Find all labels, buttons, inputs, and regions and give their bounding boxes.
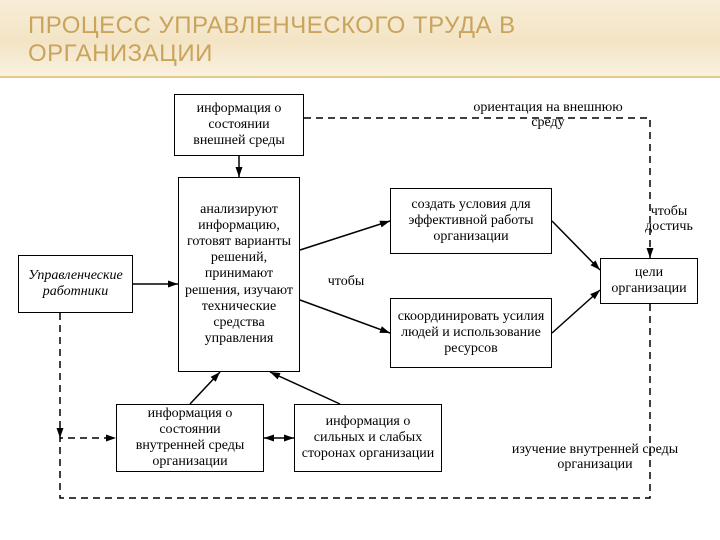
node-ext_info: информация о состоянии внешней среды	[174, 94, 304, 156]
node-swot: информация о сильных и слабых сторонах о…	[294, 404, 442, 472]
label-study: изучение внутренней среды организации	[500, 442, 690, 473]
slide-title-band: ПРОЦЕСС УПРАВЛЕНЧЕСКОГО ТРУДА В ОРГАНИЗА…	[0, 0, 720, 78]
node-cond: создать условия для эффективной работы о…	[390, 188, 552, 254]
label-chtoby2: чтобы достичь	[634, 204, 704, 235]
label-orient: ориентация на внешнюю среду	[468, 100, 628, 131]
slide-title: ПРОЦЕСС УПРАВЛЕНЧЕСКОГО ТРУДА В ОРГАНИЗА…	[28, 12, 692, 68]
node-int_info: информация о состоянии внутренней среды …	[116, 404, 264, 472]
node-coord: скоординировать усилия людей и использов…	[390, 298, 552, 368]
node-workers: Управленческие работники	[18, 255, 133, 313]
label-chtoby1: чтобы	[316, 274, 376, 289]
node-goals: цели организации	[600, 258, 698, 304]
node-analyze: анализируют информацию, готовят варианты…	[178, 177, 300, 372]
